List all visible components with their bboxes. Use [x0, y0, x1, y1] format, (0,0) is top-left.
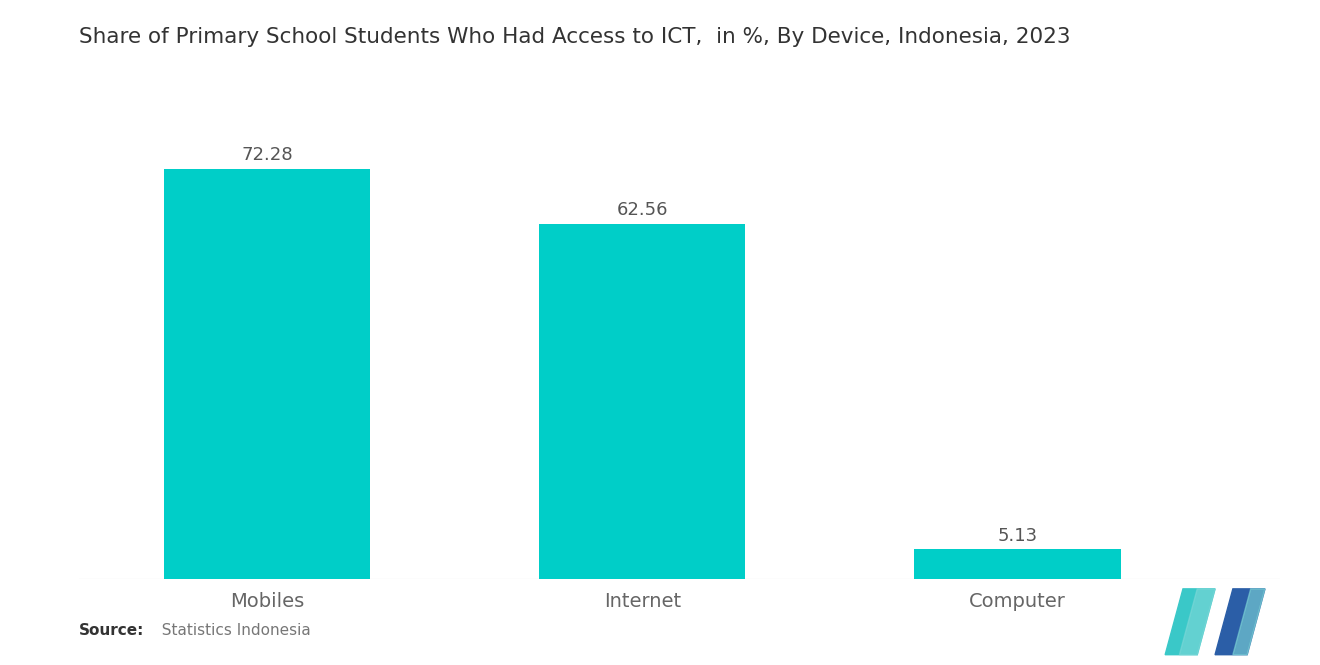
- Text: Statistics Indonesia: Statistics Indonesia: [152, 623, 310, 638]
- Text: 72.28: 72.28: [242, 146, 293, 164]
- Polygon shape: [1166, 589, 1214, 654]
- Text: 62.56: 62.56: [616, 201, 668, 219]
- Text: Source:: Source:: [79, 623, 145, 638]
- Text: 5.13: 5.13: [998, 527, 1038, 545]
- Polygon shape: [1214, 589, 1265, 654]
- Polygon shape: [1233, 589, 1265, 654]
- Polygon shape: [1179, 589, 1214, 654]
- Text: Share of Primary School Students Who Had Access to ICT,  in %, By Device, Indone: Share of Primary School Students Who Had…: [79, 27, 1071, 47]
- Bar: [539, 224, 746, 579]
- Bar: [915, 549, 1121, 579]
- Bar: [164, 169, 370, 579]
